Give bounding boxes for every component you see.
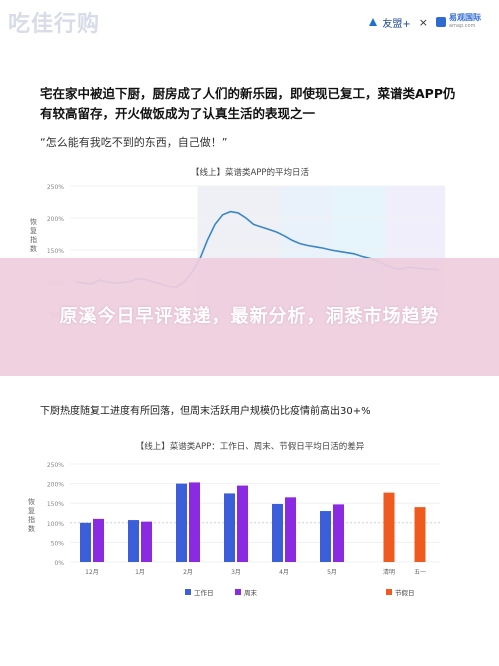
site-watermark: 吃佳行购 — [8, 12, 101, 37]
y-axis-label: 恢复指数 — [30, 217, 37, 253]
umeng-mark-icon — [369, 18, 378, 26]
bar-周末 — [333, 504, 344, 562]
y-tick-label: 150% — [47, 501, 64, 508]
y-tick-label: 50% — [51, 540, 65, 547]
y-axis-label: 恢复指数 — [28, 497, 35, 533]
x-tick-label: 2月 — [183, 569, 193, 576]
x-tick-label: 4月 — [279, 569, 289, 576]
amap-label: 易观国际 — [449, 13, 481, 22]
banner-title[interactable]: 原溪今日早评速递，最新分析，洞悉市场趋势 — [59, 306, 440, 327]
bar-工作日 — [272, 503, 283, 562]
y-tick-label: 250% — [47, 184, 64, 191]
amap-mark-icon — [436, 17, 446, 27]
x-tick-label: 五一 — [414, 569, 426, 576]
page-headline: 宅在家中被迫下厨，厨房成了人们的新乐园，即使现已复工，菜谱类APP仍有较高留存，… — [40, 86, 456, 121]
amap-logo: 易观国际 amap.com — [436, 14, 481, 30]
y-tick-label: 200% — [47, 482, 64, 489]
bar-chart-title: 【线上】菜谱类APP：工作日、周末、节假日平均日活的差异 — [135, 442, 365, 452]
bar-工作日 — [80, 522, 91, 562]
umeng-label: 友盟+ — [382, 18, 411, 30]
legend-label: 周末 — [244, 588, 258, 597]
x-tick-label: 12月 — [85, 569, 99, 576]
umeng-logo: 友盟+ — [367, 15, 411, 30]
headline-banner[interactable]: 原溪今日早评速递，最新分析，洞悉市场趋势 — [0, 258, 499, 376]
bar-工作日 — [224, 493, 235, 562]
y-tick-label: 250% — [47, 462, 64, 469]
y-tick-label: 200% — [47, 216, 64, 223]
bar-周末 — [237, 485, 248, 562]
bar-周末 — [141, 521, 152, 562]
bar-section-subtitle: 下厨热度随复工进度有所回落，但周末活跃用户规模仍比疫情前高出30+% — [40, 406, 371, 417]
x-tick-label: 3月 — [231, 569, 241, 576]
bar-周末 — [93, 518, 104, 562]
brand-logos: 友盟+ × 易观国际 amap.com — [367, 14, 481, 30]
quote-text: “怎么能有我吃不到的东西，自己做！” — [40, 136, 228, 149]
bar-chart-svg: 250% 200% 150% 100% 50% 0% 恢复指数 12月 1月 2月 3月 4月 5月 清明… — [28, 462, 440, 597]
legend-label: 工作日 — [194, 588, 214, 597]
bar-工作日 — [320, 511, 331, 562]
bar-周末 — [189, 482, 200, 562]
bar-工作日 — [128, 520, 139, 562]
bar-节假日 — [383, 492, 395, 562]
legend-swatch — [185, 589, 191, 595]
collab-times: × — [418, 15, 428, 29]
y-tick-label: 0% — [54, 560, 64, 567]
x-tick-label: 1月 — [135, 569, 145, 576]
x-tick-label: 清明 — [383, 568, 395, 576]
bar-chart: 【线上】菜谱类APP：工作日、周末、节假日平均日活的差异 250% 200% 150… — [20, 434, 480, 634]
amap-sublabel: amap.com — [449, 23, 476, 29]
legend-label: 节假日 — [395, 588, 415, 597]
bar-节假日 — [414, 507, 426, 562]
bar-工作日 — [176, 483, 187, 562]
legend-swatch — [386, 589, 392, 595]
legend-swatch — [235, 589, 241, 595]
line-chart-title: 【线上】菜谱类APP的平均日活 — [190, 168, 310, 178]
bar-周末 — [285, 497, 296, 562]
y-tick-label: 150% — [47, 248, 64, 255]
x-tick-label: 5月 — [327, 569, 337, 576]
y-tick-label: 100% — [47, 521, 64, 528]
